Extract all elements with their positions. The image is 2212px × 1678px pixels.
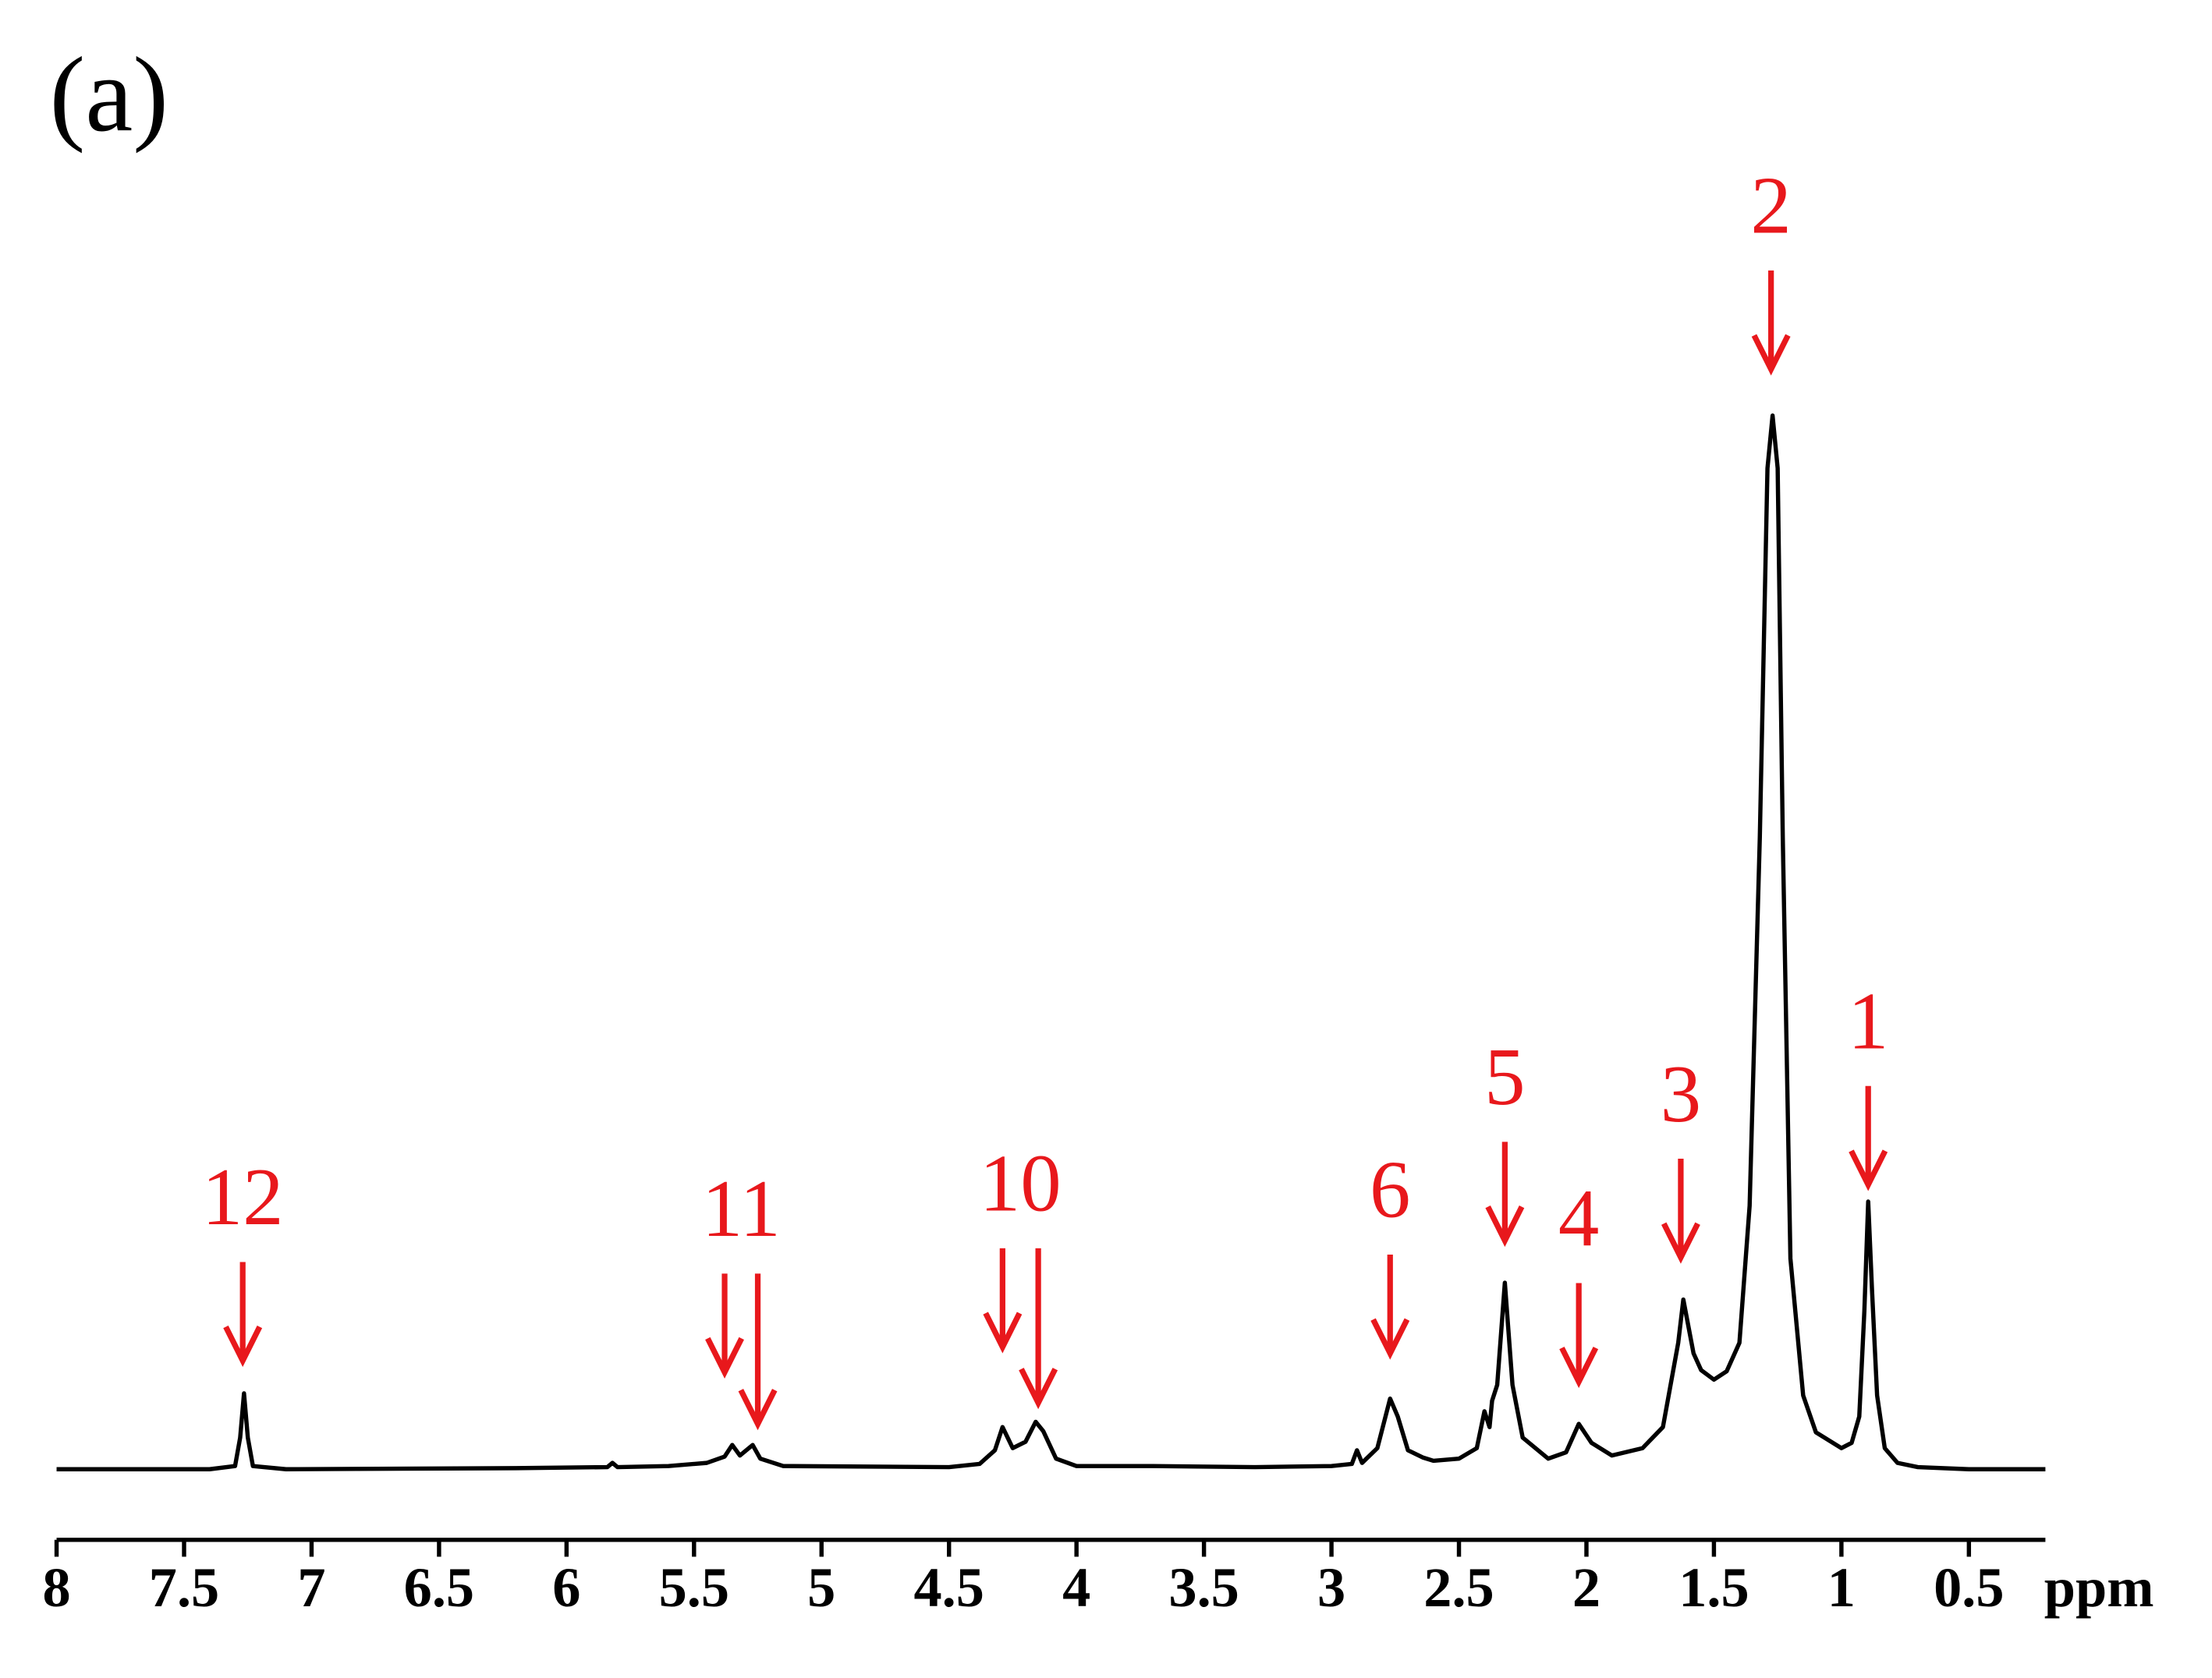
peak-label: 3 — [1661, 1049, 1701, 1139]
peak-arrow — [1751, 270, 1791, 376]
peak-label: 4 — [1558, 1173, 1599, 1263]
x-tick-label: 1.5 — [1678, 1556, 1749, 1619]
arrow-head — [1559, 1347, 1599, 1389]
panel-label: (a) — [50, 35, 169, 154]
peak-arrow — [983, 1248, 1023, 1354]
peak-arrow — [223, 1262, 263, 1368]
arrow-head — [705, 1336, 744, 1379]
spectrum-line — [56, 413, 2046, 1471]
peak-arrow — [1661, 1159, 1700, 1264]
arrow-head — [983, 1312, 1023, 1354]
peak-arrow — [705, 1273, 744, 1379]
peak-label: 11 — [702, 1163, 781, 1254]
x-unit-label: ppm — [2044, 1556, 2154, 1619]
arrow-head — [738, 1389, 778, 1431]
peak-label: 10 — [980, 1138, 1062, 1229]
peak-arrow — [738, 1273, 778, 1431]
peak-arrow — [1849, 1085, 1888, 1191]
peak-label: 6 — [1370, 1145, 1410, 1235]
arrow-head — [1661, 1222, 1700, 1264]
x-tick-label: 7.5 — [149, 1556, 219, 1619]
peak-arrow — [1019, 1248, 1058, 1410]
x-tick-label: 3 — [1317, 1556, 1345, 1619]
x-tick-label: 8 — [42, 1556, 70, 1619]
x-tick-label: 0.5 — [1934, 1556, 2004, 1619]
peak-label: 12 — [202, 1152, 284, 1242]
x-tick-label: 4.5 — [913, 1556, 984, 1619]
peak-arrow — [1559, 1283, 1599, 1389]
x-tick-label: 3.5 — [1168, 1556, 1239, 1619]
x-tick-label: 1 — [1827, 1556, 1856, 1619]
x-tick-label: 7 — [297, 1556, 325, 1619]
peak-arrow — [1485, 1142, 1525, 1248]
x-tick-label: 6.5 — [404, 1556, 474, 1619]
peak-arrow — [1370, 1255, 1410, 1360]
peak-label: 2 — [1750, 161, 1791, 251]
arrow-head — [1485, 1205, 1525, 1248]
peak-label: 5 — [1484, 1032, 1525, 1122]
x-tick-label: 6 — [552, 1556, 580, 1619]
x-tick-label: 4 — [1062, 1556, 1090, 1619]
peak-label: 1 — [1848, 976, 1888, 1067]
x-tick-label: 5.5 — [659, 1556, 729, 1619]
arrow-head — [1019, 1368, 1058, 1410]
x-tick-label: 5 — [807, 1556, 835, 1619]
x-tick-label: 2 — [1572, 1556, 1601, 1619]
arrow-head — [223, 1326, 263, 1368]
arrow-head — [1370, 1318, 1410, 1360]
arrow-head — [1751, 334, 1791, 376]
arrow-head — [1849, 1149, 1888, 1191]
x-tick-label: 2.5 — [1423, 1556, 1494, 1619]
